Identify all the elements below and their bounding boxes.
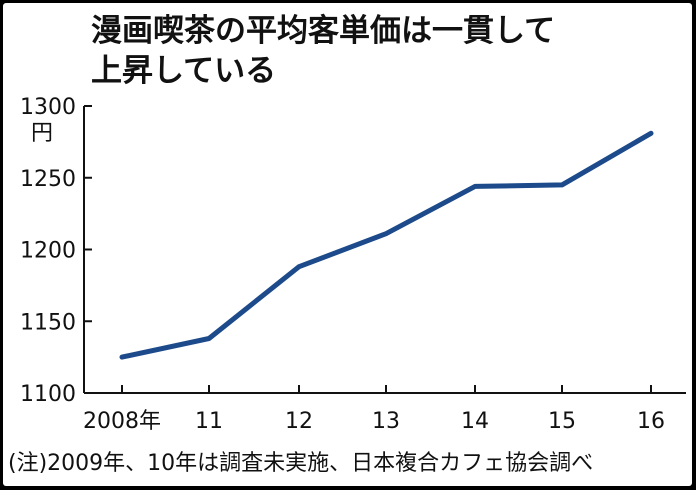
x-tick-label: 12	[285, 409, 313, 434]
y-tick-label: 1100	[20, 382, 76, 407]
chart-title: 漫画喫茶の平均客単価は一貫して 上昇している	[91, 11, 651, 91]
x-tick-label: 15	[548, 409, 576, 434]
chart-frame: 漫画喫茶の平均客単価は一貫して 上昇している	[3, 3, 692, 486]
x-tick-label: 13	[372, 409, 400, 434]
y-tick-label: 1300	[20, 95, 76, 120]
x-tick-label: 2008年	[83, 409, 161, 434]
y-tick-label: 1200	[20, 239, 76, 264]
y-axis-ticks: 1300 1250 1200 1150 1100 円	[20, 95, 92, 407]
chart-footnote: (注)2009年、10年は調査未実施、日本複合カフェ協会調べ	[8, 451, 594, 476]
series-line	[119, 130, 654, 360]
y-axis-unit: 円	[31, 121, 53, 146]
y-tick-label: 1250	[20, 167, 76, 192]
chart-series	[119, 130, 654, 360]
x-tick-label: 14	[461, 409, 489, 434]
y-tick-label: 1150	[20, 310, 76, 335]
chart-title-line-1: 漫画喫茶の平均客単価は一貫して	[91, 13, 556, 49]
chart-axes	[83, 106, 686, 394]
chart-title-line-2: 上昇している	[91, 53, 277, 89]
x-tick-label: 16	[637, 409, 665, 434]
x-tick-label: 11	[195, 409, 223, 434]
x-axis-ticks: 2008年 11 12 13 14 15 16	[83, 385, 665, 434]
